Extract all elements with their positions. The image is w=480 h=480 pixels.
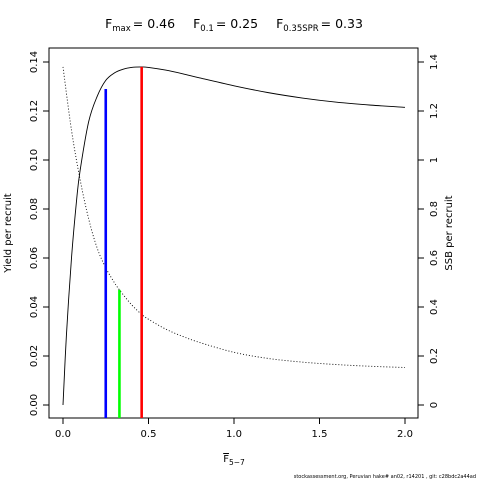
series-group	[62, 66, 406, 406]
y-right-tick-label: 0.6	[429, 250, 440, 266]
y-axis-left-title: Yield per recruit	[3, 193, 14, 274]
x-tick-label: 1.0	[226, 429, 242, 440]
x-tick-label: 1.5	[312, 429, 328, 440]
y-left-tick-label: 0.08	[29, 198, 40, 220]
x-axis-title: F5−7	[223, 454, 245, 467]
y-left-tick-label: 0.04	[29, 296, 40, 318]
y-right-tick-label: 1	[429, 157, 440, 163]
y-right-tick-label: 1.2	[429, 103, 440, 119]
y-axis-left: 0.00 0.02 0.04 0.06 0.08 0.10 0.12 0.14	[29, 51, 49, 416]
y-left-tick-label: 0.10	[29, 149, 40, 171]
title-f035-name: F	[276, 16, 283, 31]
ssb-per-recruit-line	[62, 66, 406, 368]
y-left-tick-label: 0.14	[29, 51, 40, 73]
chart-title: Fmax = 0.46 F0.1 = 0.25 F0.35SPR = 0.33	[105, 16, 363, 34]
x-axis-title-base: F	[223, 454, 229, 465]
title-fmax-value: = 0.46	[133, 16, 175, 31]
y-left-tick-label: 0.00	[29, 394, 40, 416]
y-left-tick-label: 0.12	[29, 100, 40, 122]
x-axis: 0.0 0.5 1.0 1.5 2.0	[55, 418, 413, 440]
x-tick-label: 0.5	[141, 429, 157, 440]
y-right-tick-label: 0.2	[429, 348, 440, 364]
x-tick-label: 0.0	[55, 429, 71, 440]
plot-frame	[48, 47, 419, 419]
y-axis-right: 0 0.2 0.4 0.6 0.8 1 1.2 1.4	[418, 54, 440, 408]
y-left-tick-label: 0.02	[29, 345, 40, 367]
title-f035-sub: 0.35SPR	[283, 24, 318, 34]
reference-lines	[104, 66, 143, 418]
title-fmax-name: F	[105, 16, 112, 31]
y-right-tick-label: 0.4	[429, 299, 440, 315]
title-f01-value: = 0.25	[216, 16, 258, 31]
title-fmax-sub: max	[112, 24, 131, 34]
x-axis-title-sub: 5−7	[229, 458, 245, 467]
yield-per-recruit-line	[62, 66, 406, 406]
y-axis-right-title: SSB per recruit	[444, 195, 455, 270]
x-tick-label: 2.0	[397, 429, 413, 440]
y-right-tick-label: 0.8	[429, 201, 440, 217]
title-f035-value: = 0.33	[321, 16, 363, 31]
title-f01-sub: 0.1	[200, 24, 214, 34]
title-f01-name: F	[193, 16, 200, 31]
y-right-tick-label: 0	[429, 402, 440, 408]
y-left-tick-label: 0.06	[29, 247, 40, 269]
y-right-tick-label: 1.4	[429, 54, 440, 70]
footer-note: stockassessment.org, Peruvian hake# an02…	[294, 474, 476, 480]
